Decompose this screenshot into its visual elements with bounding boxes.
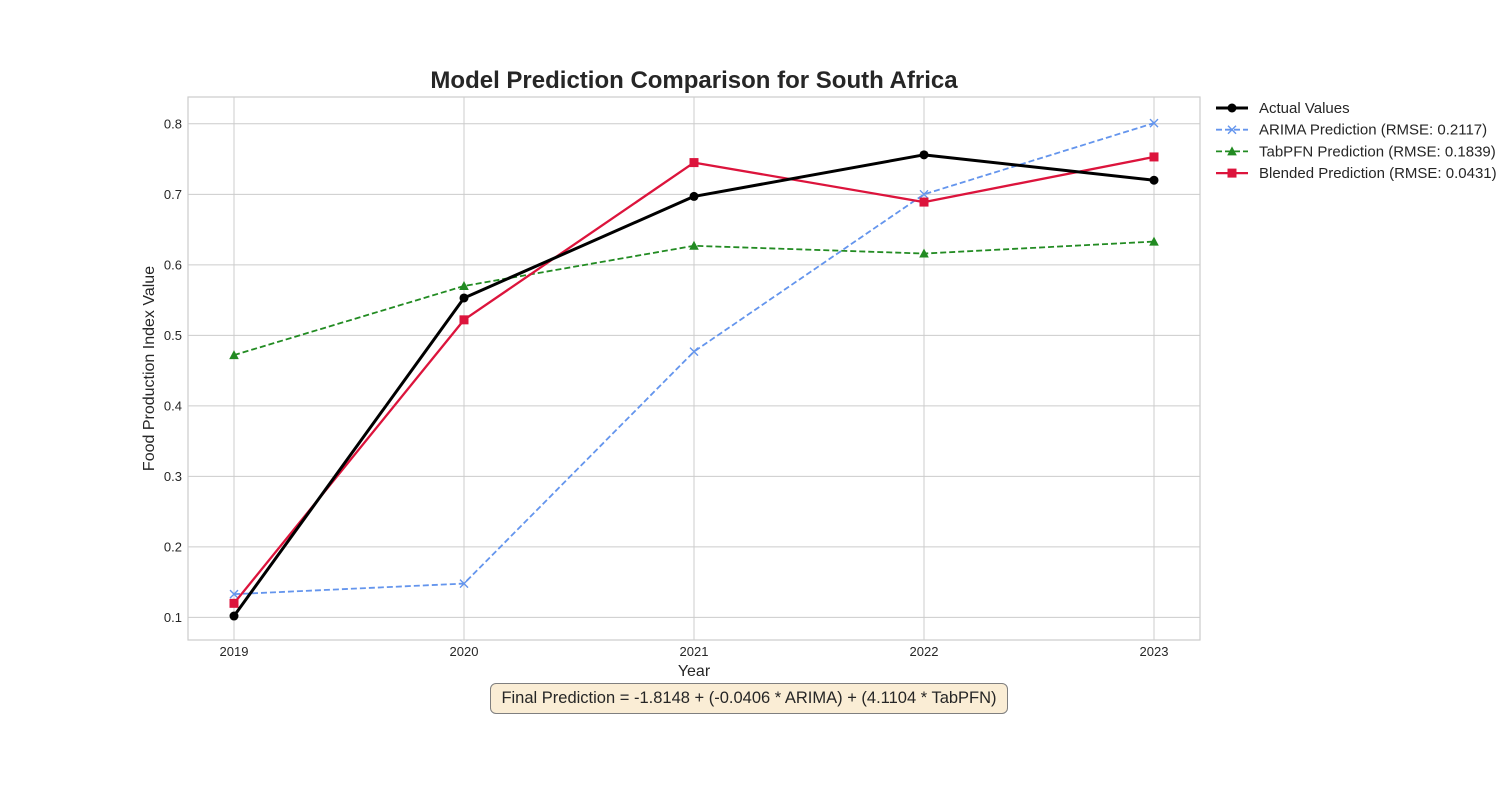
x-tick-label: 2020 xyxy=(450,644,479,659)
y-tick-labels: 0.1 0.2 0.3 0.4 0.5 0.6 0.7 0.8 xyxy=(164,116,182,625)
data-point xyxy=(1149,152,1159,162)
y-tick-label: 0.7 xyxy=(164,187,182,202)
series-0 xyxy=(229,150,1159,621)
legend-item: Blended Prediction (RMSE: 0.0431) xyxy=(1216,165,1497,182)
y-tick-label: 0.8 xyxy=(164,116,182,131)
data-point xyxy=(229,611,239,621)
x-axis-label: Year xyxy=(678,663,711,680)
plot-frame xyxy=(187,96,1201,641)
y-tick-label: 0.5 xyxy=(164,328,182,343)
legend-label: ARIMA Prediction (RMSE: 0.2117) xyxy=(1259,122,1487,139)
series-2 xyxy=(229,236,1159,360)
legend-item: Actual Values xyxy=(1216,100,1350,117)
legend-marker xyxy=(1227,146,1237,156)
legend-label: Blended Prediction (RMSE: 0.0431) xyxy=(1259,165,1497,182)
data-point xyxy=(919,189,929,199)
data-point xyxy=(919,197,929,207)
data-point xyxy=(459,315,469,325)
x-tick-label: 2023 xyxy=(1140,644,1169,659)
data-point xyxy=(919,150,929,160)
data-point xyxy=(459,280,469,290)
data-point xyxy=(689,240,699,250)
legend-item: ARIMA Prediction (RMSE: 0.2117) xyxy=(1216,122,1487,139)
x-tick-label: 2019 xyxy=(220,644,249,659)
y-tick-label: 0.4 xyxy=(164,398,182,413)
y-tick-label: 0.1 xyxy=(164,610,182,625)
data-point xyxy=(689,191,699,201)
legend-marker xyxy=(1227,103,1237,113)
grid-lines xyxy=(188,97,1200,640)
y-tick-label: 0.2 xyxy=(164,539,182,554)
legend-marker xyxy=(1227,168,1237,178)
chart-title: Model Prediction Comparison for South Af… xyxy=(430,67,958,94)
legend-label: TabPFN Prediction (RMSE: 0.1839) xyxy=(1259,143,1496,160)
data-point xyxy=(1149,118,1159,128)
data-point xyxy=(1149,236,1159,246)
series-line xyxy=(233,122,1155,596)
x-tick-labels: 2019 2020 2021 2022 2023 xyxy=(220,644,1169,659)
series-3 xyxy=(229,152,1159,608)
legend-label: Actual Values xyxy=(1259,100,1350,117)
x-tick-label: 2021 xyxy=(680,644,709,659)
data-point xyxy=(229,598,239,608)
data-point xyxy=(689,347,699,357)
legend: Actual Values ARIMA Prediction (RMSE: 0.2… xyxy=(1216,100,1497,182)
series-1 xyxy=(229,118,1159,599)
formula-annotation: Final Prediction = -1.8148 + (-0.0406 * … xyxy=(490,683,1008,714)
y-tick-label: 0.3 xyxy=(164,469,182,484)
y-axis-label: Food Production Index Value xyxy=(141,266,158,471)
legend-marker xyxy=(1227,125,1237,135)
series-lines xyxy=(229,118,1159,621)
data-point xyxy=(459,579,469,589)
y-tick-label: 0.6 xyxy=(164,257,182,272)
x-tick-label: 2022 xyxy=(910,644,939,659)
data-point xyxy=(229,350,239,360)
data-point xyxy=(919,248,929,258)
legend-item: TabPFN Prediction (RMSE: 0.1839) xyxy=(1216,143,1496,160)
data-point xyxy=(229,589,239,599)
data-point xyxy=(689,158,699,168)
data-point xyxy=(1149,175,1159,185)
data-point xyxy=(459,293,469,303)
